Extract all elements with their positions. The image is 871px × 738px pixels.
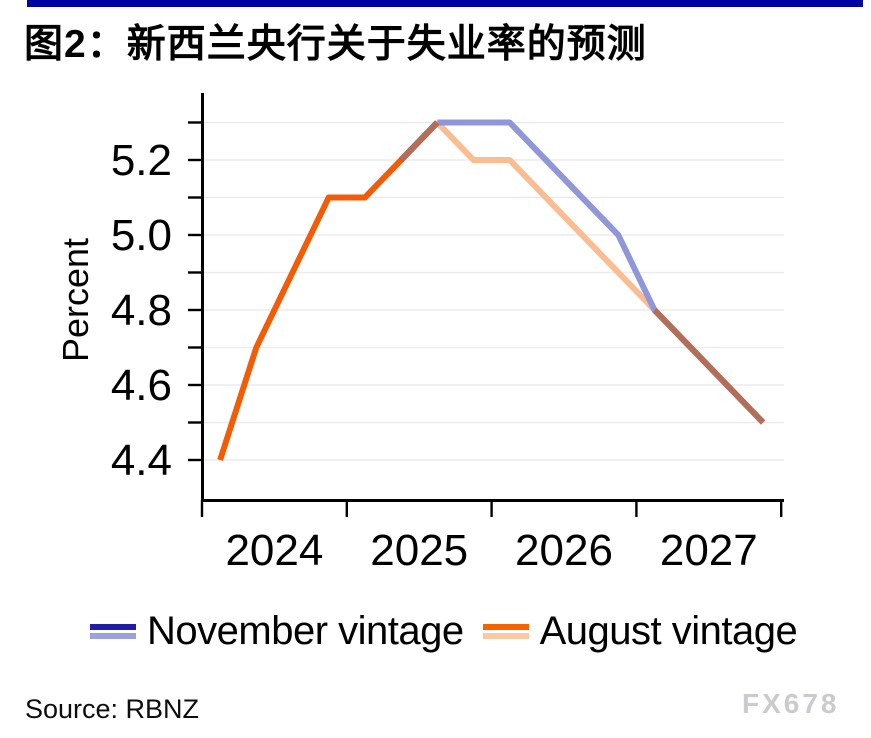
y-tick-label: 5.2	[111, 136, 172, 185]
source-text: Source: RBNZ	[25, 694, 200, 724]
y-tick-label: 4.4	[111, 436, 172, 485]
x-tick-label: 2027	[660, 526, 758, 575]
x-tick-label: 2025	[370, 526, 468, 575]
y-tick-label: 4.6	[111, 361, 172, 410]
legend-swatch-line	[482, 633, 529, 639]
top-rule	[27, 0, 863, 7]
figure-title: 图2：新西兰央行关于失业率的预测	[24, 23, 647, 66]
chart-legend: November vintage August vintage	[90, 609, 798, 654]
overlap-line	[652, 307, 766, 425]
legend-entry-august: August vintage	[482, 609, 798, 654]
y-axis-ticks	[188, 121, 201, 462]
november-swatch-icon	[90, 624, 136, 639]
x-axis-ticks	[200, 500, 783, 517]
watermark: FX678	[742, 688, 840, 719]
legend-swatch-line	[482, 624, 529, 630]
x-tick-label: 2024	[225, 526, 323, 575]
legend-swatch-line	[90, 633, 136, 639]
y-tick-label: 4.8	[111, 286, 172, 335]
overlap-line	[398, 120, 440, 163]
legend-label-november: November vintage	[147, 609, 464, 653]
august-actual-line	[217, 120, 440, 461]
august-swatch-icon	[482, 624, 529, 639]
gridlines	[203, 121, 784, 461]
y-axis-title: Percent	[55, 238, 96, 362]
y-tick-label: 5.0	[111, 211, 172, 260]
axes	[201, 93, 784, 502]
legend-swatch-line	[90, 624, 136, 630]
legend-label-august: August vintage	[539, 609, 798, 653]
legend-entry-november: November vintage	[90, 609, 464, 654]
x-tick-label: 2026	[515, 526, 613, 575]
